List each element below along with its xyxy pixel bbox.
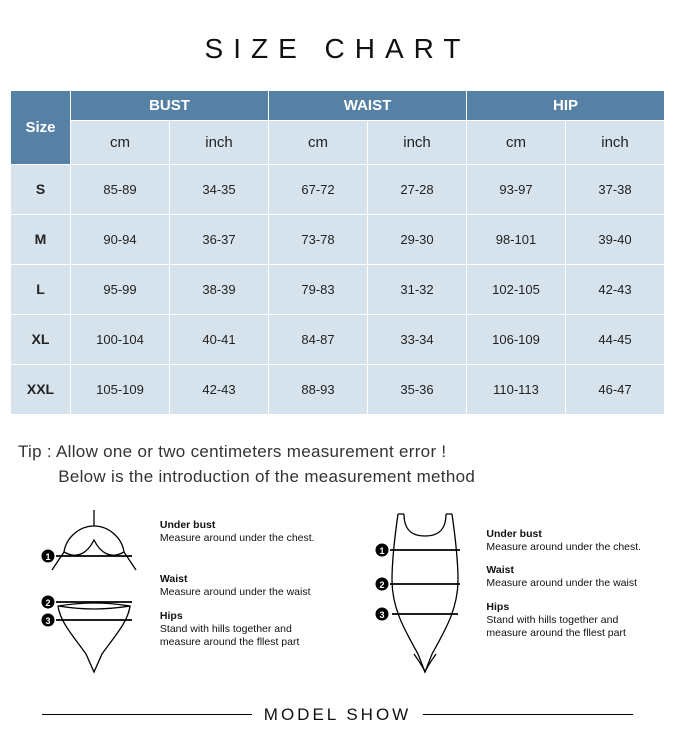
subheader-inch: inch: [170, 120, 269, 164]
table-cell: 88-93: [269, 364, 368, 414]
table-cell: 95-99: [71, 264, 170, 314]
table-cell: XXL: [11, 364, 71, 414]
table-cell: 37-38: [566, 164, 665, 214]
subheader-cm: cm: [71, 120, 170, 164]
table-cell: 79-83: [269, 264, 368, 314]
onepiece-icon: 1 2 3: [370, 502, 480, 677]
table-row: L95-9938-3979-8331-32102-10542-43: [11, 264, 665, 314]
table-row: XXL105-10942-4388-9335-36110-11346-47: [11, 364, 665, 414]
header-bust: BUST: [71, 90, 269, 120]
table-row: XL100-10440-4184-8733-34106-10944-45: [11, 314, 665, 364]
table-cell: 102-105: [467, 264, 566, 314]
divider-line: [423, 714, 633, 716]
table-cell: 44-45: [566, 314, 665, 364]
subheader-inch: inch: [566, 120, 665, 164]
svg-text:3: 3: [45, 616, 50, 626]
tip-line1: Tip : Allow one or two centimeters measu…: [18, 442, 446, 461]
table-cell: 40-41: [170, 314, 269, 364]
onepiece-legend: Under bustMeasure around under the chest…: [486, 528, 641, 650]
table-cell: 110-113: [467, 364, 566, 414]
subheader-cm: cm: [467, 120, 566, 164]
table-cell: 106-109: [467, 314, 566, 364]
onepiece-diagram: 1 2 3 Under bustMeasure around under the…: [370, 502, 641, 677]
table-cell: 73-78: [269, 214, 368, 264]
svg-text:1: 1: [380, 546, 385, 556]
svg-text:3: 3: [380, 610, 385, 620]
measurement-diagrams: 1 2 3 Under bustMeasure around under the…: [0, 494, 675, 705]
model-show-divider: MODEL SHOW: [0, 705, 675, 741]
subheader-cm: cm: [269, 120, 368, 164]
table-cell: 38-39: [170, 264, 269, 314]
table-cell: 85-89: [71, 164, 170, 214]
page-title: SIZE CHART: [0, 19, 675, 71]
header-size: Size: [11, 90, 71, 164]
table-row: M90-9436-3773-7829-3098-10139-40: [11, 214, 665, 264]
table-cell: S: [11, 164, 71, 214]
tip-line2: Below is the introduction of the measure…: [58, 467, 475, 486]
table-cell: 42-43: [170, 364, 269, 414]
table-cell: 29-30: [368, 214, 467, 264]
divider-line: [42, 714, 252, 716]
subheader-inch: inch: [368, 120, 467, 164]
table-cell: M: [11, 214, 71, 264]
bikini-diagram: 1 2 3 Under bustMeasure around under the…: [34, 502, 315, 677]
svg-text:2: 2: [45, 598, 50, 608]
table-cell: 100-104: [71, 314, 170, 364]
table-row: S85-8934-3567-7227-2893-9737-38: [11, 164, 665, 214]
table-cell: L: [11, 264, 71, 314]
table-cell: 39-40: [566, 214, 665, 264]
table-cell: 67-72: [269, 164, 368, 214]
svg-text:1: 1: [45, 552, 50, 562]
table-cell: 90-94: [71, 214, 170, 264]
table-cell: 35-36: [368, 364, 467, 414]
table-cell: 84-87: [269, 314, 368, 364]
bikini-legend: Under bustMeasure around under the chest…: [160, 519, 315, 659]
table-cell: 36-37: [170, 214, 269, 264]
table-cell: XL: [11, 314, 71, 364]
tip-text: Tip : Allow one or two centimeters measu…: [0, 415, 675, 494]
table-cell: 46-47: [566, 364, 665, 414]
header-hip: HIP: [467, 90, 665, 120]
size-chart-table: Size BUST WAIST HIP cm inch cm inch cm i…: [10, 90, 665, 415]
model-show-label: MODEL SHOW: [264, 705, 411, 725]
svg-text:2: 2: [380, 580, 385, 590]
table-cell: 33-34: [368, 314, 467, 364]
table-cell: 105-109: [71, 364, 170, 414]
bikini-icon: 1 2 3: [34, 502, 154, 677]
header-waist: WAIST: [269, 90, 467, 120]
table-cell: 27-28: [368, 164, 467, 214]
table-cell: 93-97: [467, 164, 566, 214]
table-cell: 34-35: [170, 164, 269, 214]
table-cell: 31-32: [368, 264, 467, 314]
table-cell: 42-43: [566, 264, 665, 314]
table-cell: 98-101: [467, 214, 566, 264]
